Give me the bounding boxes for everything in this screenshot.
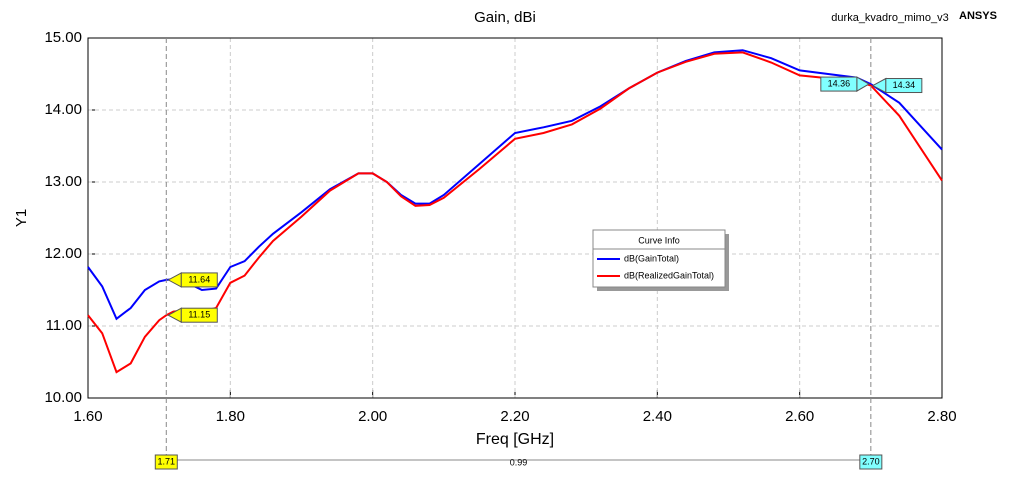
marker-flag: [180, 307, 218, 323]
y-tick-label: 14.00: [44, 101, 82, 118]
x-tick-label: 2.60: [785, 408, 814, 425]
y-tick-label: 15.00: [44, 29, 82, 46]
x-axis-label: Freq [GHz]: [476, 431, 554, 448]
marker-x-box: [859, 454, 883, 470]
marker-x-label: 2.70: [862, 456, 880, 466]
marker-x-box: [154, 454, 178, 470]
marker-flag: [885, 78, 923, 94]
marker-value: 11.64: [188, 274, 210, 284]
legend: Curve Info dB(GainTotal) dB(RealizedGainTo…: [592, 229, 729, 291]
y-tick-label: 12.00: [44, 245, 82, 262]
chart-title: Gain, dBi: [474, 9, 536, 26]
series-line: [87, 51, 943, 374]
marker-delta: 0.99: [510, 457, 528, 467]
x-tick-label: 1.60: [73, 408, 102, 425]
legend-title: Curve Info: [638, 235, 680, 245]
marker-value: 11.15: [188, 310, 210, 320]
x-tick-label: 1.80: [216, 408, 245, 425]
marker-x-label: 1.71: [158, 456, 176, 466]
y-tick-label: 13.00: [44, 173, 82, 190]
y-tick-label: 10.00: [44, 389, 82, 406]
marker-flag: [180, 272, 218, 288]
y-tick-label: 11.00: [46, 317, 82, 334]
legend-label: dB(GainTotal): [624, 253, 679, 263]
x-tick-label: 2.00: [358, 408, 387, 425]
x-tick-label: 2.20: [500, 408, 529, 425]
brand: ANSYS: [959, 10, 997, 22]
plot-frame: [87, 37, 943, 399]
design-name: durka_kvadro_mimo_v3: [831, 12, 948, 24]
legend-label: dB(RealizedGainTotal): [624, 270, 714, 280]
x-tick-label: 2.80: [927, 408, 956, 425]
marker-value: 14.34: [893, 80, 916, 90]
x-tick-label: 2.40: [643, 408, 672, 425]
y-axis-label: Y1: [13, 209, 30, 227]
plot-area: [88, 38, 942, 398]
marker-value: 14.36: [828, 78, 851, 88]
marker-flag: [820, 76, 858, 92]
